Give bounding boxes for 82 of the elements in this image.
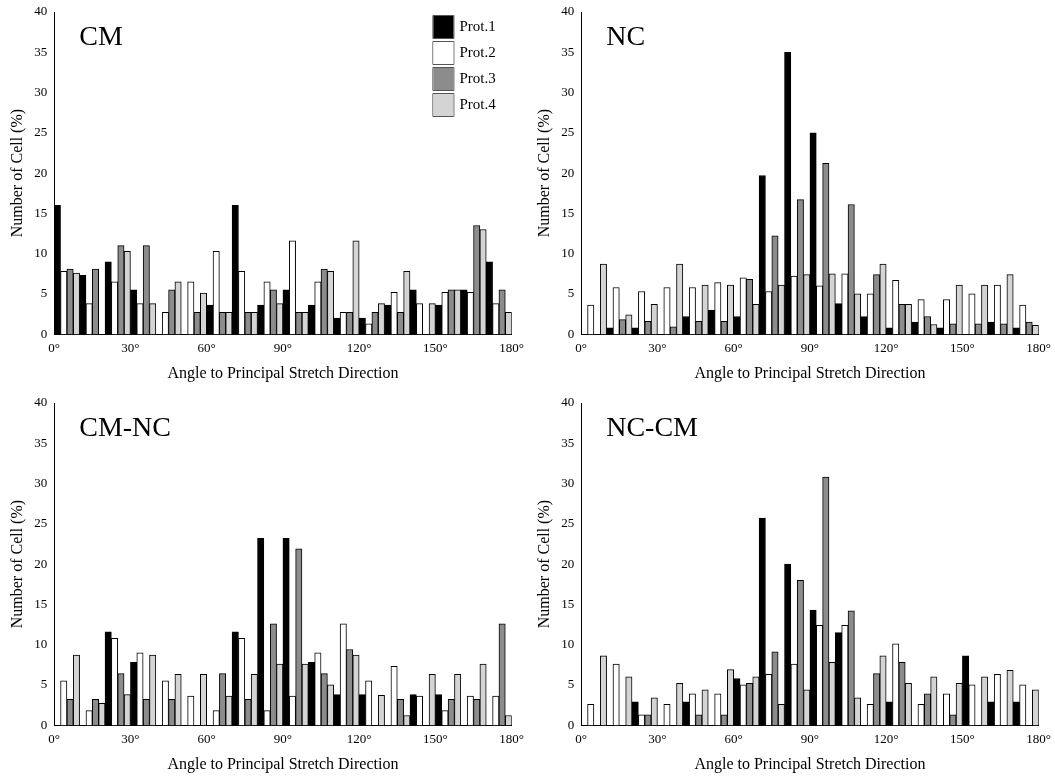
y-tick-label: 0 (567, 325, 575, 341)
y-tick-label: 30 (561, 83, 575, 99)
y-axis-title: Number of Cell (%) (534, 108, 553, 238)
y-tick-label: 0 (40, 716, 48, 732)
y-tick-label: 30 (34, 474, 48, 490)
chart-title: CM-NC (79, 411, 171, 443)
y-tick-label: 40 (561, 3, 575, 19)
bar (987, 321, 995, 335)
y-tick-label: 5 (567, 676, 575, 692)
y-tick-label: 35 (34, 43, 48, 59)
y-axis-title: Number of Cell (%) (7, 499, 26, 629)
x-tick-label: 30° (648, 731, 667, 747)
x-tick-label: 90° (273, 731, 293, 747)
x-tick-label: 120° (346, 340, 372, 356)
x-tick-label: 90° (273, 340, 293, 356)
x-tick-label: 60° (197, 340, 216, 356)
bar (987, 701, 995, 726)
x-tick-label: 120° (346, 731, 372, 747)
x-tick-label: 60° (724, 340, 743, 356)
x-tick-label: 120° (873, 731, 899, 747)
y-axis-title: Number of Cell (%) (7, 108, 26, 238)
y-tick-label: 15 (561, 204, 575, 220)
y-tick-label: 0 (567, 716, 575, 732)
chart-title: CM (79, 20, 123, 52)
x-tick-label: 60° (197, 731, 216, 747)
legend-label: Prot.4 (459, 95, 497, 112)
y-tick-label: 40 (561, 394, 575, 410)
x-tick-label: 0° (575, 340, 588, 356)
y-tick-label: 15 (561, 595, 575, 611)
x-tick-label: 120° (873, 340, 899, 356)
chart-title: NC (606, 20, 646, 52)
y-tick-label: 10 (34, 245, 48, 261)
x-tick-label: 90° (800, 731, 820, 747)
x-tick-label: 150° (423, 731, 448, 747)
y-tick-label: 40 (34, 3, 48, 19)
y-tick-label: 25 (34, 124, 48, 140)
y-tick-label: 20 (561, 164, 575, 180)
x-tick-label: 0° (48, 340, 61, 356)
x-tick-label: 0° (48, 731, 61, 747)
x-tick-label: 30° (121, 340, 140, 356)
y-tick-label: 10 (34, 636, 48, 652)
legend-label: Prot.3 (459, 69, 496, 86)
x-tick-label: 30° (648, 340, 667, 356)
y-tick-label: 10 (561, 636, 575, 652)
y-tick-label: 30 (34, 83, 48, 99)
x-tick-label: 30° (121, 731, 140, 747)
x-tick-label: 180° (499, 340, 524, 356)
y-tick-label: 20 (34, 555, 48, 571)
y-tick-label: 40 (34, 394, 48, 410)
y-tick-label: 20 (561, 555, 575, 571)
y-tick-label: 15 (34, 595, 48, 611)
legend-label: Prot.1 (459, 17, 496, 34)
y-tick-label: 5 (40, 285, 48, 301)
y-tick-label: 35 (34, 434, 48, 450)
x-tick-label: 150° (950, 731, 975, 747)
x-tick-label: 0° (575, 731, 588, 747)
x-tick-label: 180° (499, 731, 524, 747)
x-axis-title: Angle to Principal Stretch Direction (167, 754, 399, 773)
chart-title: NC-CM (606, 411, 699, 443)
y-tick-label: 10 (561, 245, 575, 261)
y-tick-label: 5 (40, 676, 48, 692)
x-tick-label: 60° (724, 731, 743, 747)
x-tick-label: 180° (1026, 731, 1051, 747)
x-axis-title: Angle to Principal Stretch Direction (167, 363, 399, 382)
y-tick-label: 0 (40, 325, 48, 341)
y-tick-label: 15 (34, 204, 48, 220)
y-axis-title: Number of Cell (%) (534, 499, 553, 629)
x-tick-label: 150° (423, 340, 448, 356)
y-tick-label: 20 (34, 164, 48, 180)
x-tick-label: 150° (950, 340, 975, 356)
y-tick-label: 5 (567, 285, 575, 301)
y-tick-label: 25 (561, 124, 575, 140)
x-tick-label: 90° (800, 340, 820, 356)
x-axis-title: Angle to Principal Stretch Direction (694, 363, 926, 382)
y-tick-label: 25 (561, 515, 575, 531)
legend-label: Prot.2 (459, 43, 496, 60)
y-tick-label: 35 (561, 43, 575, 59)
y-tick-label: 35 (561, 434, 575, 450)
y-tick-label: 25 (34, 515, 48, 531)
y-tick-label: 30 (561, 474, 575, 490)
x-tick-label: 180° (1026, 340, 1051, 356)
x-axis-title: Angle to Principal Stretch Direction (694, 754, 926, 773)
